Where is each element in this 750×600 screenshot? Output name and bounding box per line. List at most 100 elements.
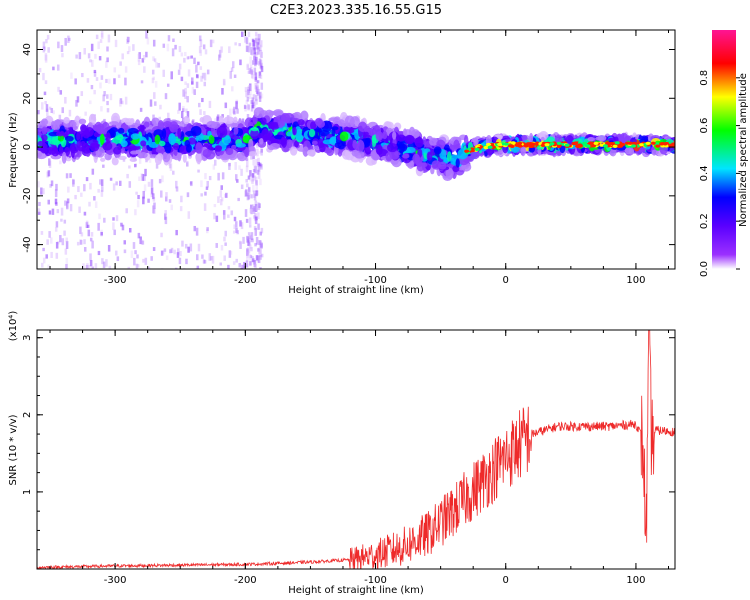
spectrogram-noise-mark (91, 168, 95, 175)
spectrogram-noise-mark (235, 221, 238, 228)
spectrogram-noise-mark (69, 204, 73, 212)
spectrogram-noise-mark (89, 237, 93, 242)
spectrogram-mark (392, 131, 397, 140)
spectrogram-noise-mark (186, 56, 190, 60)
spectrogram-noise-mark (140, 173, 144, 178)
spectrogram-noise-mark (253, 175, 257, 181)
spectrogram-mark (124, 118, 134, 126)
spectrogram-noise-mark (109, 93, 113, 101)
spectrogram-noise-mark (260, 82, 264, 90)
spectrogram-noise-mark (203, 259, 207, 264)
spectrogram-noise-mark (136, 200, 140, 208)
spectrogram-noise-mark (87, 53, 91, 59)
spectrogram-noise-mark (152, 56, 155, 61)
spectrogram-noise-mark (78, 52, 82, 60)
spectrogram-mark (65, 157, 72, 162)
spectrogram-noise-mark (38, 201, 41, 207)
spectrogram-noise-mark (181, 108, 185, 112)
spectrogram-noise-mark (244, 106, 247, 112)
spectrogram-mark (84, 126, 94, 137)
spectrogram-noise-mark (244, 209, 248, 217)
spectrogram-noise-mark (256, 142, 259, 148)
spectrogram-noise-mark (255, 47, 259, 56)
spectrogram-core-mark (528, 144, 534, 149)
spectrogram-noise-mark (252, 260, 256, 265)
colorbar-tick-label: 0.8 (699, 70, 710, 86)
spectrogram-noise-mark (260, 40, 263, 48)
spectrogram-core-mark (645, 141, 651, 145)
spectrogram-mark (172, 142, 180, 151)
spectrogram-noise-mark (222, 78, 226, 86)
spectrogram-noise-mark (106, 100, 109, 106)
spectrogram-mark (382, 130, 388, 140)
spectrogram-noise-mark (75, 127, 79, 134)
spectrogram-noise-mark (123, 240, 126, 245)
spectrogram-noise-mark (48, 210, 52, 215)
spectrogram-noise-mark (48, 231, 51, 238)
spectrogram-noise-mark (251, 179, 254, 185)
spectrogram-core-mark (544, 143, 550, 147)
spectrogram-noise-mark (259, 178, 262, 186)
spectrogram-noise-mark (95, 77, 99, 81)
spectrogram-noise-mark (143, 184, 147, 192)
spectrogram-noise-mark (238, 262, 241, 268)
spectrogram-noise-mark (259, 49, 263, 58)
spectrogram-mark (375, 144, 383, 155)
x-tick-label: -100 (364, 275, 387, 286)
spectrogram-noise-mark (176, 248, 180, 255)
spectrogram-noise-mark (258, 162, 262, 167)
spectrogram-noise-mark (259, 248, 262, 257)
spectrogram-noise-mark (255, 56, 258, 65)
spectrogram-noise-mark (115, 250, 118, 256)
spectrogram-noise-mark (65, 173, 69, 179)
spectrogram-noise-mark (218, 49, 222, 58)
spectrogram-noise-mark (217, 172, 220, 181)
spectrogram-mark (168, 134, 177, 145)
spectrogram-noise-mark (221, 87, 224, 95)
spectrogram-mark (412, 153, 421, 164)
spectrogram-noise-mark (160, 190, 163, 198)
spectrogram-noise-mark (252, 42, 255, 50)
spectrogram-noise-mark (184, 91, 187, 99)
spectrogram-noise-mark (52, 110, 55, 115)
spectrogram-noise-mark (139, 107, 143, 112)
spectrogram-noise-mark (89, 259, 93, 267)
spectrogram-y-label: Frequency (Hz) (8, 112, 19, 188)
spectrogram-mark (78, 147, 87, 152)
spectrogram-mark (235, 142, 247, 148)
spectrogram-noise-mark (232, 61, 235, 69)
spectrogram-noise-mark (254, 200, 258, 205)
spectrogram-noise-mark (147, 181, 151, 187)
spectrogram-noise-mark (247, 187, 251, 195)
spectrogram-noise-mark (232, 108, 235, 114)
spectrogram-noise-mark (245, 189, 248, 197)
spectrogram-mark (41, 134, 48, 142)
spectrogram-noise-mark (164, 210, 167, 215)
spectrogram-noise-mark (80, 232, 84, 237)
spectrogram-noise-mark (186, 192, 190, 198)
spectrogram-noise-mark (144, 257, 148, 265)
spectrogram-noise-mark (47, 264, 50, 269)
spectrogram-noise-mark (254, 227, 258, 236)
spectrogram-noise-mark (195, 227, 199, 236)
y-tick-label: 20 (22, 92, 33, 105)
spectrogram-mark (261, 117, 267, 126)
spectrogram-noise-mark (74, 194, 77, 200)
spectrogram-noise-mark (107, 245, 111, 252)
spectrogram-noise-mark (239, 241, 242, 249)
spectrogram-noise-mark (189, 181, 193, 185)
colorbar-tick-label: 0.6 (699, 118, 710, 134)
spectrogram-noise-mark (255, 51, 258, 56)
spectrogram-noise-mark (250, 69, 253, 75)
spectrogram-mark (624, 147, 632, 155)
spectrogram-noise-mark (52, 66, 55, 71)
spectrogram-noise-mark (142, 55, 146, 60)
spectrogram-noise-mark (255, 255, 259, 261)
spectrogram-noise-mark (184, 51, 187, 57)
spectrogram-noise-mark (95, 34, 99, 40)
spectrogram-noise-mark (137, 60, 141, 66)
spectrogram-noise-mark (236, 179, 239, 183)
spectrogram-noise-mark (221, 172, 225, 180)
spectrogram-noise-mark (258, 247, 261, 255)
spectrogram-noise-mark (257, 248, 260, 252)
